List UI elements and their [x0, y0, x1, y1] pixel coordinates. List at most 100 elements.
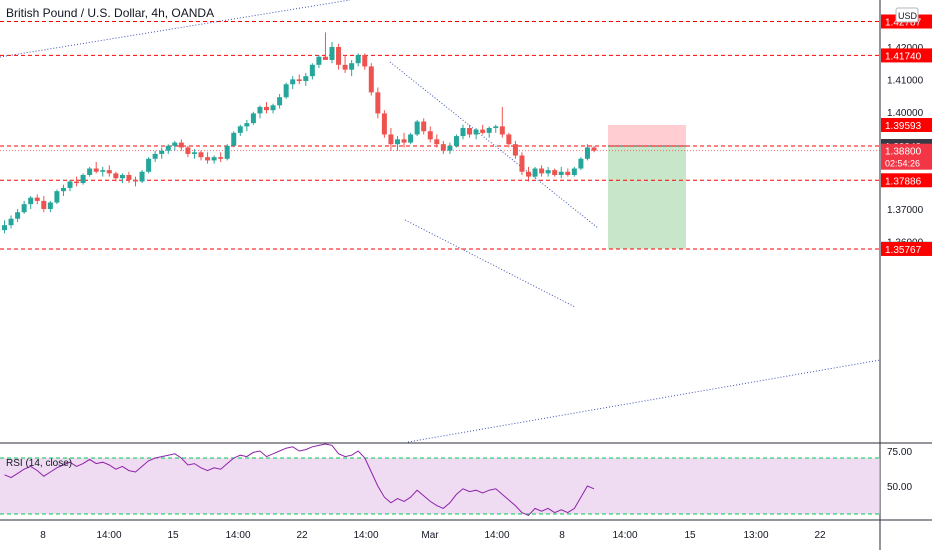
candle-body[interactable]: [74, 181, 80, 184]
candle-body[interactable]: [473, 129, 479, 135]
candle-body[interactable]: [506, 134, 512, 145]
candle-body[interactable]: [526, 171, 531, 177]
candle-body[interactable]: [60, 187, 66, 192]
candle-body[interactable]: [486, 128, 492, 133]
candle-body[interactable]: [578, 158, 584, 169]
candle-body[interactable]: [257, 106, 263, 114]
candle-body[interactable]: [440, 144, 446, 151]
candle-body[interactable]: [322, 56, 328, 60]
candle-body[interactable]: [250, 113, 256, 124]
candle-body[interactable]: [414, 121, 420, 135]
candle-body[interactable]: [185, 147, 191, 154]
candle-body[interactable]: [113, 173, 119, 179]
candle-body[interactable]: [270, 105, 276, 111]
stop-loss-zone[interactable]: [608, 124, 686, 146]
candle-body[interactable]: [87, 168, 93, 175]
candle-body[interactable]: [290, 79, 296, 85]
candle-body[interactable]: [172, 142, 178, 146]
candle-body[interactable]: [388, 134, 394, 145]
candle-body[interactable]: [2, 225, 7, 231]
candle-body[interactable]: [119, 174, 125, 179]
candle-body[interactable]: [434, 139, 440, 145]
candle-body[interactable]: [395, 139, 400, 145]
candle-body[interactable]: [362, 55, 368, 67]
candle-body[interactable]: [34, 197, 40, 201]
candle-body[interactable]: [67, 181, 73, 188]
candle-body[interactable]: [342, 64, 348, 70]
candle-body[interactable]: [15, 212, 21, 219]
candle-body[interactable]: [421, 121, 427, 132]
rsi-line[interactable]: [4, 443, 595, 516]
candle-body[interactable]: [28, 197, 34, 205]
candle-body[interactable]: [231, 132, 237, 146]
candle-body[interactable]: [47, 202, 53, 209]
candle-body[interactable]: [493, 126, 499, 128]
candle-body[interactable]: [126, 174, 132, 180]
candle-body[interactable]: [237, 126, 243, 133]
candle-body[interactable]: [41, 200, 47, 209]
candle-body[interactable]: [100, 170, 106, 172]
candle-body[interactable]: [565, 171, 571, 175]
candle-body[interactable]: [133, 179, 138, 182]
candle-body[interactable]: [532, 168, 538, 177]
candle-body[interactable]: [401, 139, 407, 143]
candle-body[interactable]: [159, 150, 165, 154]
candle-body[interactable]: [80, 174, 86, 184]
candle-body[interactable]: [8, 218, 14, 226]
candle-body[interactable]: [545, 170, 551, 174]
candle-body[interactable]: [519, 155, 525, 172]
candle-body[interactable]: [467, 128, 473, 135]
candle-body[interactable]: [106, 170, 112, 174]
trend-line[interactable]: [0, 0, 351, 58]
candle-body[interactable]: [178, 142, 184, 148]
candle-body[interactable]: [224, 145, 230, 159]
candle-body[interactable]: [460, 128, 466, 137]
candle-body[interactable]: [591, 147, 597, 151]
candle-body[interactable]: [368, 66, 374, 93]
take-profit-zone[interactable]: [608, 145, 686, 249]
candle-body[interactable]: [165, 145, 171, 151]
candle-body[interactable]: [211, 157, 217, 161]
currency-badge[interactable]: [895, 7, 919, 23]
candle-body[interactable]: [539, 168, 545, 174]
candle-body[interactable]: [205, 157, 211, 161]
candle-body[interactable]: [499, 126, 505, 135]
candle-body[interactable]: [264, 106, 269, 111]
candle-body[interactable]: [427, 131, 433, 140]
candle-body[interactable]: [198, 152, 204, 158]
candle-body[interactable]: [584, 147, 590, 159]
candle-body[interactable]: [355, 55, 361, 64]
candle-body[interactable]: [139, 171, 145, 182]
candle-body[interactable]: [152, 153, 158, 159]
candle-body[interactable]: [447, 145, 453, 151]
candle-body[interactable]: [244, 123, 250, 127]
candle-body[interactable]: [552, 170, 558, 175]
candle-body[interactable]: [336, 47, 342, 65]
candle-body[interactable]: [283, 84, 289, 98]
candle-body[interactable]: [571, 168, 577, 175]
trend-line[interactable]: [407, 359, 881, 443]
candle-body[interactable]: [480, 129, 486, 133]
candle-body[interactable]: [329, 47, 335, 60]
candle-body[interactable]: [512, 144, 518, 156]
candle-body[interactable]: [146, 158, 152, 172]
candle-body[interactable]: [21, 204, 27, 213]
candle-body[interactable]: [349, 63, 355, 70]
candle-body[interactable]: [375, 92, 381, 114]
candle-body[interactable]: [453, 136, 459, 146]
candle-body[interactable]: [296, 79, 302, 82]
candle-body[interactable]: [381, 113, 387, 135]
candle-body[interactable]: [558, 171, 564, 175]
candle-body[interactable]: [54, 191, 60, 203]
candle-body[interactable]: [309, 64, 315, 77]
candle-body[interactable]: [93, 168, 99, 172]
candle-body[interactable]: [191, 152, 197, 154]
time-axis-label: 13:00: [743, 530, 768, 541]
candle-body[interactable]: [277, 97, 283, 106]
candle-body[interactable]: [408, 134, 414, 143]
candle-body[interactable]: [303, 76, 309, 82]
trend-line[interactable]: [404, 219, 576, 308]
candle-body[interactable]: [218, 157, 224, 159]
candle-body[interactable]: [316, 56, 322, 65]
